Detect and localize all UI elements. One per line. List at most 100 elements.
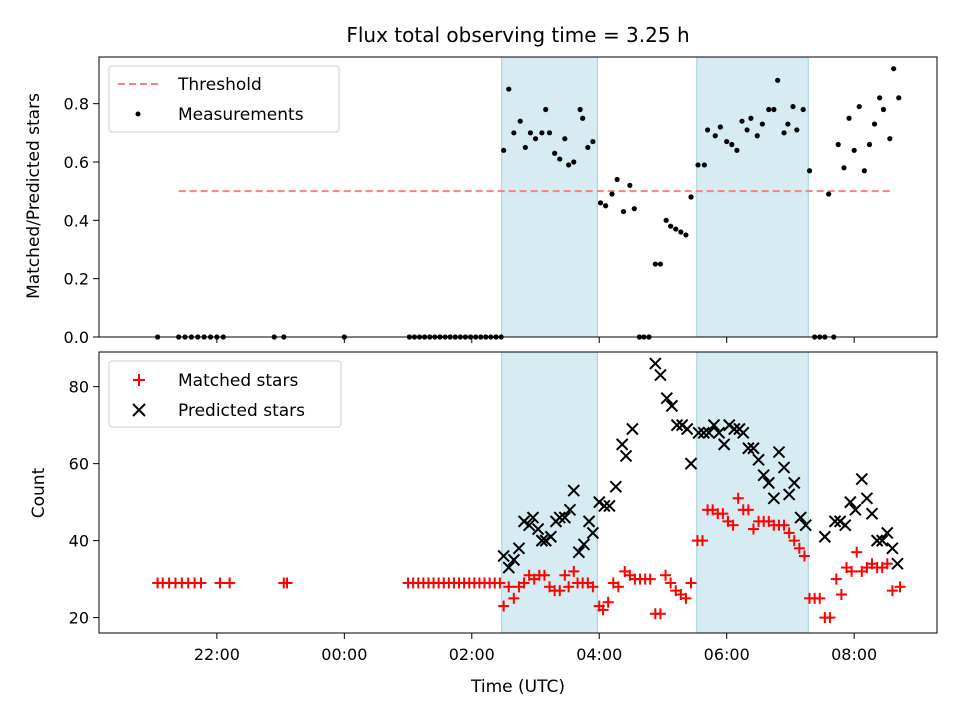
legend-predicted-label: Predicted stars xyxy=(178,401,305,421)
predicted-star-point xyxy=(553,511,566,524)
predicted-star-point xyxy=(582,515,596,528)
x-tick-label: 00:00 xyxy=(321,645,367,664)
top-x-ticks xyxy=(216,337,855,343)
matched-star-point xyxy=(568,565,580,577)
predicted-star-point xyxy=(654,368,667,382)
measurement-point xyxy=(724,138,730,145)
predicted-star-point xyxy=(865,507,879,520)
measurement-point xyxy=(729,141,735,148)
predicted-star-point xyxy=(891,557,904,570)
predicted-star-point xyxy=(742,442,755,455)
bottom-legend: Matched stars Predicted stars xyxy=(108,360,342,428)
predicted-star-point xyxy=(717,438,731,451)
measurement-point xyxy=(580,115,586,121)
x-tick-label: 22:00 xyxy=(194,645,240,664)
predicted-star-point xyxy=(844,495,857,509)
measurement-point xyxy=(597,200,604,206)
predicted-star-point xyxy=(772,445,786,459)
top-legend: Threshold Measurements xyxy=(108,65,340,133)
predicted-star-point xyxy=(649,357,662,370)
x-tick-label: 02:00 xyxy=(449,645,495,664)
measurement-point xyxy=(701,162,707,168)
matched-star-point xyxy=(814,592,826,604)
top-legend-box xyxy=(108,65,340,133)
measurement-point xyxy=(532,136,539,142)
y-tick-label: 0.8 xyxy=(64,95,89,114)
measurement-point xyxy=(785,121,791,127)
matched-star-point xyxy=(742,504,754,516)
measurement-point xyxy=(790,103,796,110)
x-tick-label: 08:00 xyxy=(831,645,877,664)
measurement-point xyxy=(562,136,568,142)
measurement-point xyxy=(826,191,832,197)
legend-matched-label: Matched stars xyxy=(178,371,298,391)
predicted-star-point xyxy=(794,511,807,524)
predicted-star-point xyxy=(782,488,796,501)
predicted-star-point xyxy=(684,457,698,470)
measurement-point xyxy=(880,106,887,113)
measurement-point xyxy=(846,115,852,121)
predicted-star-point xyxy=(692,426,705,440)
measurement-point xyxy=(688,194,694,200)
predicted-star-point xyxy=(777,461,791,474)
legend-matched-swatch xyxy=(133,374,145,386)
measurement-point xyxy=(522,144,528,151)
predicted-star-point xyxy=(563,503,577,517)
predicted-star-point xyxy=(502,561,515,574)
predicted-star-point xyxy=(712,426,726,440)
matched-star-point xyxy=(798,550,810,562)
y-tick-label: 60 xyxy=(69,455,89,474)
measurement-point xyxy=(614,176,620,183)
matched-star-point xyxy=(717,508,729,520)
bottom-axes-frame xyxy=(98,351,938,634)
matched-star-point xyxy=(830,573,842,585)
bottom-y-axis-label: Count xyxy=(29,467,49,518)
measurement-point xyxy=(657,261,664,267)
top-y-axis-label: Matched/Predicted stars xyxy=(24,93,44,299)
predicted-star-point xyxy=(767,492,781,505)
matched-star-point xyxy=(214,577,226,589)
predicted-star-point xyxy=(619,449,633,463)
matched-star-point xyxy=(747,523,759,535)
matched-star-point xyxy=(778,519,790,531)
measurement-point xyxy=(712,133,718,139)
measurement-point xyxy=(856,103,862,110)
predicted-star-point xyxy=(680,422,694,436)
matched-star-point xyxy=(503,581,515,593)
predicted-star-point xyxy=(818,530,832,543)
matched-star-point xyxy=(518,577,530,589)
measurement-point xyxy=(571,159,577,165)
x-tick-label: 04:00 xyxy=(576,645,622,664)
measurement-point xyxy=(800,106,806,113)
measurement-point xyxy=(754,133,760,139)
matched-star-point xyxy=(851,546,863,558)
matched-star-point xyxy=(660,569,672,581)
measurement-point xyxy=(871,121,878,127)
chart-title: Flux total observing time = 3.25 h xyxy=(346,23,689,47)
matched-star-point xyxy=(824,612,836,624)
predicted-star-point xyxy=(522,519,536,532)
measurement-point xyxy=(506,86,512,92)
matched-star-point xyxy=(881,558,893,570)
x-axis-label: Time (UTC) xyxy=(470,677,565,697)
predicted-star-point xyxy=(567,484,580,497)
measurement-point xyxy=(896,95,902,101)
measurement-point xyxy=(552,150,558,156)
measurement-point xyxy=(585,144,591,151)
predicted-star-point xyxy=(665,399,679,413)
predicted-star-point xyxy=(870,534,884,547)
matched-star-point xyxy=(793,542,805,554)
predicted-star-point xyxy=(881,526,894,540)
predicted-star-point xyxy=(609,480,623,493)
predicted-star-point xyxy=(752,453,765,466)
matched-star-point xyxy=(732,492,744,504)
matched-star-point xyxy=(554,585,566,597)
measurement-point xyxy=(527,130,534,136)
measurement-point xyxy=(557,156,563,162)
measurement-point xyxy=(866,141,873,148)
legend-measurements-swatch xyxy=(135,111,141,117)
measurement-point xyxy=(627,182,633,188)
matched-star-point xyxy=(597,604,609,616)
measurement-point xyxy=(851,147,857,153)
